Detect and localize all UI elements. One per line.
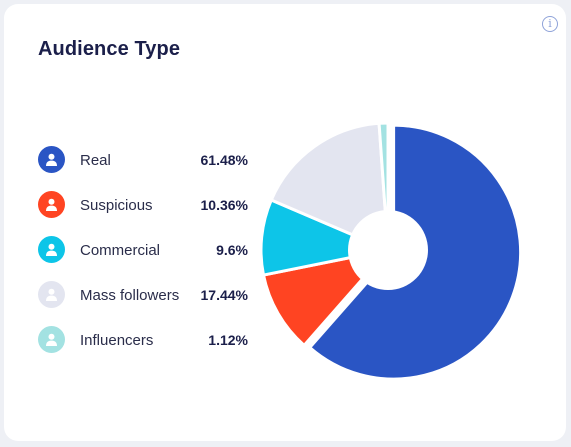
audience-type-card: i Audience Type Real 61.48% Suspicious 1… [4, 4, 566, 441]
person-icon [38, 326, 65, 353]
info-icon[interactable]: i [542, 16, 558, 32]
legend-value: 1.12% [208, 332, 248, 348]
legend-value: 9.6% [216, 242, 248, 258]
donut-hole [348, 210, 428, 290]
legend-item-influencers: Influencers 1.12% [38, 322, 248, 367]
pie-slice-mass-followers[interactable] [269, 121, 390, 252]
legend-label: Influencers [80, 332, 154, 349]
person-icon [38, 236, 65, 263]
legend-item-mass-followers: Mass followers 17.44% [38, 277, 248, 322]
person-icon [38, 146, 65, 173]
person-icon [38, 191, 65, 218]
audience-donut-chart [259, 121, 523, 381]
legend-value: 61.48% [200, 152, 248, 168]
legend-item-real: Real 61.48% [38, 142, 248, 187]
legend-item-commercial: Commercial 9.6% [38, 232, 248, 277]
legend-label: Suspicious [80, 197, 153, 214]
legend-label: Real [80, 152, 111, 169]
legend: Real 61.48% Suspicious 10.36% Commercial… [38, 142, 248, 367]
person-icon [38, 281, 65, 308]
legend-value: 10.36% [200, 197, 248, 213]
legend-item-suspicious: Suspicious 10.36% [38, 187, 248, 232]
legend-label: Mass followers [80, 287, 180, 304]
card-title: Audience Type [38, 38, 181, 60]
legend-label: Commercial [80, 242, 161, 259]
legend-value: 17.44% [200, 287, 248, 303]
